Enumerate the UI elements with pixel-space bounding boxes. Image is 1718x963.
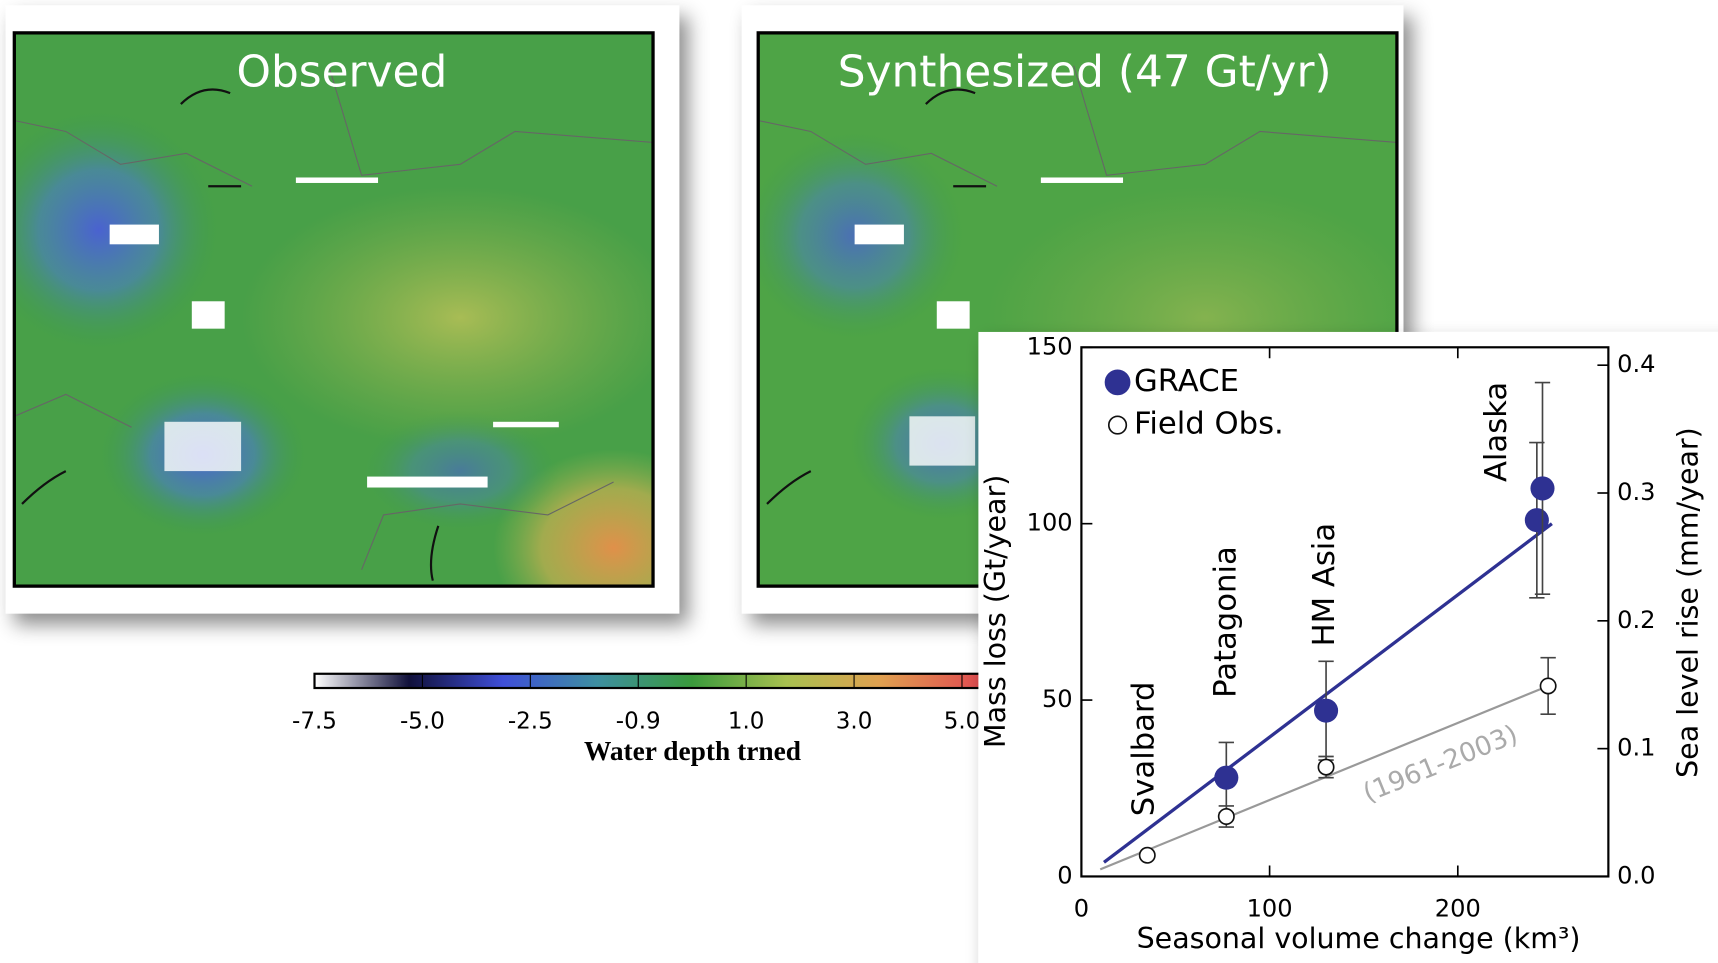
y-tick-label: 0 [1057,861,1072,889]
colorbar-tick-label: 1.0 [728,708,765,734]
data-point [1317,758,1335,776]
region-label: HM Asia [1307,523,1342,647]
y2-tick-label: 0.2 [1617,606,1655,634]
y2-axis-label: Sea level rise (mm/year) [1671,427,1704,778]
data-point [1314,698,1339,723]
region-label: Alaska [1479,382,1514,482]
x-tick-label: 200 [1435,894,1481,922]
legend-label: Field Obs. [1134,407,1284,442]
colorbar-tick-label: -5.0 [400,708,445,734]
y2-tick-label: 0.3 [1617,478,1655,506]
data-point [1539,677,1557,695]
y-axis-label: Mass loss (Gt/year) [979,475,1012,748]
region-label: Patagonia [1209,546,1244,698]
legend-marker [1107,415,1128,435]
chart-panel: Mass loss (Gt/year) Sea level rise (mm/y… [978,331,1718,963]
colorbar-tick-label: -0.9 [616,708,661,734]
data-point [1217,807,1235,825]
y-tick-label: 50 [1042,685,1073,713]
region-label: Svalbard [1126,682,1161,817]
colorbar-label: Water depth trned [584,736,801,766]
map-panel: Observed [5,5,680,614]
colorbar-tick-label: -2.5 [508,708,553,734]
colorbar-tick-label: 5.0 [944,708,981,734]
map-title: Synthesized (47 Gt/yr) [838,46,1332,97]
y-tick-label: 150 [1027,332,1073,360]
data-point [1138,846,1156,864]
data-point [1214,765,1239,790]
y2-tick-label: 0.1 [1617,734,1655,762]
x-tick-label: 100 [1247,894,1293,922]
fit-line [1102,522,1553,864]
legend-label: GRACE [1134,364,1239,399]
colorbar-tick-label: -7.5 [292,708,337,734]
legend-marker [1104,369,1131,396]
data-point [1524,508,1549,533]
colorbar-tick-label: 3.0 [836,708,873,734]
y2-tick-label: 0.0 [1617,861,1655,889]
x-axis-label: Seasonal volume change (km³) [1137,922,1581,955]
y2-tick-label: 0.4 [1617,350,1655,378]
colorbar: Water depth trned -7.5 -5.0 -2.5 -0.9 1.0 3.0… [292,672,1071,766]
data-point [1530,476,1555,501]
y-tick-label: 100 [1027,509,1073,537]
x-tick-label: 0 [1074,894,1089,922]
map-title: Observed [236,46,447,97]
